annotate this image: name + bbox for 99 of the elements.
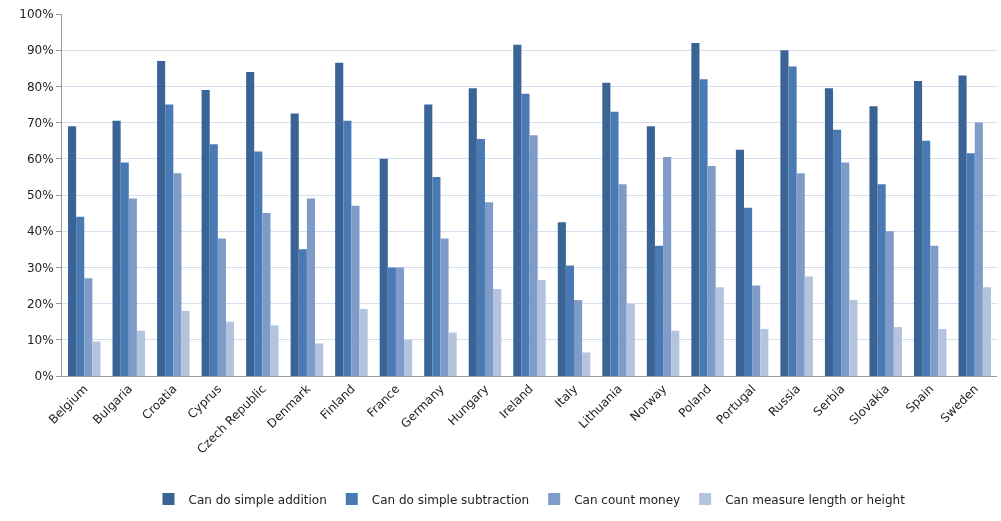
bar (493, 289, 502, 376)
bar (582, 352, 591, 376)
bar (128, 198, 137, 376)
bar (565, 265, 575, 376)
bar (654, 245, 664, 376)
bar (796, 173, 805, 376)
bar (92, 341, 101, 376)
y-tick-label: 70% (26, 115, 54, 130)
bar (788, 66, 797, 376)
bar (379, 158, 388, 376)
bar (877, 184, 886, 376)
bar (262, 213, 271, 376)
bar (290, 113, 299, 376)
bar (404, 339, 413, 376)
y-tick-label: 20% (26, 296, 54, 311)
bar (225, 321, 235, 376)
bar (521, 93, 530, 376)
bar (715, 287, 724, 376)
bar (982, 287, 991, 376)
bar (646, 126, 655, 376)
bar (68, 126, 77, 376)
bar (974, 122, 983, 376)
bar (735, 149, 744, 376)
legend-label: Can do simple subtraction (371, 492, 530, 507)
bar (395, 267, 405, 376)
bar (780, 50, 789, 376)
bar (136, 330, 146, 376)
bar (217, 238, 226, 376)
bar (343, 120, 352, 376)
bar (602, 82, 611, 376)
bar (699, 79, 708, 376)
legend-label: Can count money (574, 492, 681, 507)
bar (84, 278, 93, 376)
bar (254, 151, 263, 376)
y-tick-label: 10% (26, 333, 54, 347)
bar (626, 303, 635, 376)
y-tick-label: 100% (19, 7, 54, 22)
bar (432, 176, 441, 376)
bar (315, 343, 324, 376)
y-tick-label: 90% (26, 43, 54, 58)
bar (938, 328, 947, 376)
bar (529, 135, 538, 376)
bar (893, 327, 902, 376)
bar (448, 332, 457, 376)
bar (618, 184, 627, 376)
bar (513, 44, 522, 376)
bar (958, 75, 967, 376)
bar (849, 299, 858, 376)
legend-label: Can measure length or height (725, 492, 906, 507)
y-tick-label: 80% (26, 79, 54, 94)
bar (833, 129, 842, 376)
y-tick-label: 60% (26, 152, 54, 166)
bar (387, 267, 396, 376)
bar (424, 104, 433, 376)
bar (270, 325, 279, 376)
bar (913, 80, 923, 376)
bar (209, 144, 218, 376)
bar (824, 88, 834, 376)
bar (476, 138, 485, 376)
bar (966, 153, 975, 376)
bar (922, 140, 931, 376)
bar (112, 120, 121, 376)
bar (359, 309, 368, 376)
bar (76, 216, 85, 376)
bar (869, 106, 878, 376)
bar (610, 111, 619, 376)
y-tick-label: 50% (26, 188, 54, 203)
bar (537, 280, 546, 376)
bar (335, 62, 344, 376)
bar (663, 156, 672, 376)
y-tick-label: 0% (34, 369, 54, 384)
bar (173, 173, 182, 376)
bar (804, 276, 813, 376)
bar (201, 90, 210, 376)
bar (841, 162, 850, 376)
bar (246, 71, 255, 376)
bar (181, 310, 190, 376)
bar (351, 205, 360, 376)
y-tick-label: 30% (26, 260, 54, 275)
bar (298, 249, 307, 376)
bar (707, 166, 716, 376)
bar (468, 88, 477, 376)
bar (752, 285, 761, 376)
bar (157, 61, 166, 376)
bar (743, 207, 753, 376)
legend-label: Can do simple addition (188, 492, 327, 507)
bar (306, 198, 316, 376)
bar (165, 104, 174, 376)
bar (691, 42, 700, 376)
bar (484, 202, 494, 376)
bar (120, 162, 129, 376)
bar (885, 231, 894, 376)
bar (671, 330, 680, 376)
y-tick-label: 40% (26, 224, 54, 239)
bar (557, 222, 566, 376)
bar (760, 328, 769, 376)
bar (440, 238, 449, 376)
bar (574, 299, 583, 376)
bar (930, 245, 939, 376)
